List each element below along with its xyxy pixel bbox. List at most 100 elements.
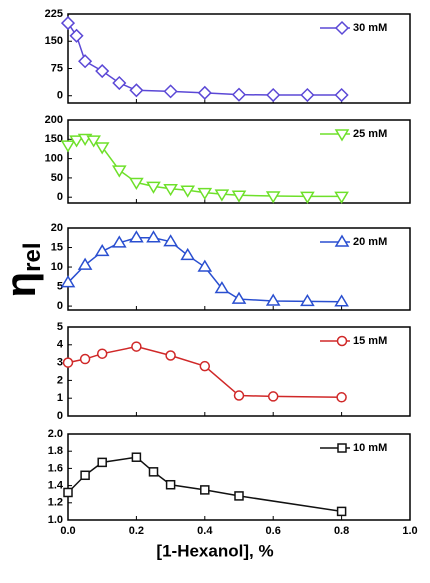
y-tick-label: 0 <box>57 410 63 422</box>
marker <box>163 84 178 99</box>
legend-label: 20 mM <box>353 236 387 248</box>
marker <box>112 75 127 91</box>
y-axis-label: ηrel <box>0 242 46 297</box>
y-tick-label: 3 <box>57 357 63 369</box>
y-tick-label: 1.4 <box>48 480 64 492</box>
marker <box>197 259 213 272</box>
marker <box>131 452 142 462</box>
marker <box>62 357 74 368</box>
marker <box>163 183 178 197</box>
y-tick-label: 0 <box>57 90 63 102</box>
x-tick-label: 0.6 <box>266 525 281 537</box>
x-tick-label: 0.0 <box>60 525 75 537</box>
y-tick-label: 1.8 <box>48 445 63 457</box>
marker <box>129 177 144 190</box>
legend-label: 10 mM <box>353 442 387 454</box>
y-tick-label: 0 <box>57 191 63 203</box>
marker <box>231 190 247 203</box>
marker <box>111 235 127 248</box>
marker <box>94 243 110 257</box>
y-tick-label: 5 <box>57 321 63 333</box>
y-tick-label: 1.6 <box>48 462 63 474</box>
marker <box>300 293 315 307</box>
y-tick-label: 50 <box>51 172 63 184</box>
x-tick-label: 0.4 <box>197 525 213 537</box>
y-tick-label: 200 <box>45 114 63 126</box>
y-tick-label: 1 <box>57 392 63 404</box>
marker <box>337 443 347 453</box>
y-tick-label: 1.0 <box>48 514 63 526</box>
y-axis-symbol: ηrel <box>0 242 46 297</box>
marker <box>96 348 108 359</box>
marker <box>233 390 245 401</box>
y-tick-label: 5 <box>57 280 63 292</box>
marker <box>78 54 93 69</box>
marker <box>197 85 212 100</box>
marker <box>69 135 84 148</box>
marker <box>63 487 73 498</box>
marker <box>165 479 176 490</box>
marker <box>148 467 159 477</box>
marker <box>79 353 91 365</box>
y-tick-label: 100 <box>45 153 63 165</box>
marker <box>146 230 161 243</box>
series-line <box>67 137 342 198</box>
marker <box>214 189 230 202</box>
marker <box>60 140 76 153</box>
plot-frame <box>67 119 411 204</box>
marker <box>131 341 142 352</box>
marker <box>86 135 101 148</box>
y-tick-label: 1.2 <box>48 497 63 509</box>
marker <box>300 87 315 103</box>
plot-frame <box>67 433 411 521</box>
marker <box>266 87 281 103</box>
y-tick-label: 10 <box>51 261 63 273</box>
legend-label: 25 mM <box>353 128 387 140</box>
series-line <box>67 22 342 96</box>
y-tick-label: 150 <box>45 35 63 47</box>
marker <box>199 360 211 372</box>
marker <box>180 247 196 261</box>
series-line <box>67 345 342 399</box>
marker <box>69 28 84 43</box>
marker <box>300 191 315 204</box>
marker <box>234 491 244 501</box>
y-tick-label: 4 <box>57 339 64 351</box>
marker <box>163 234 178 247</box>
marker <box>334 294 349 307</box>
y-tick-label: 0 <box>57 300 63 312</box>
marker <box>129 83 144 98</box>
y-symbol: η <box>0 272 44 298</box>
marker <box>77 257 93 270</box>
x-tick-label: 1.0 <box>402 525 417 537</box>
marker <box>231 87 247 102</box>
series-line <box>67 456 342 513</box>
y-tick-label: 225 <box>45 8 63 20</box>
marker <box>334 20 350 36</box>
y-tick-label: 2.0 <box>48 428 63 440</box>
marker <box>180 185 196 198</box>
y-subscript: rel <box>19 242 46 271</box>
marker <box>80 470 90 481</box>
marker <box>197 187 213 201</box>
y-tick-label: 150 <box>45 133 63 145</box>
marker <box>165 350 176 361</box>
marker <box>334 191 349 204</box>
marker <box>336 335 348 347</box>
marker <box>265 191 281 204</box>
y-tick-label: 75 <box>51 62 63 74</box>
legend-label: 15 mM <box>353 335 387 347</box>
marker <box>231 291 247 304</box>
marker <box>94 142 110 155</box>
marker <box>334 129 350 142</box>
plot-frame <box>67 326 411 417</box>
legend-label: 30 mM <box>353 22 387 34</box>
y-tick-label: 20 <box>51 222 63 234</box>
marker <box>111 165 127 178</box>
y-tick-label: 2 <box>57 374 63 386</box>
marker <box>214 281 230 294</box>
marker <box>200 485 210 495</box>
marker <box>97 457 107 468</box>
marker <box>265 293 281 306</box>
